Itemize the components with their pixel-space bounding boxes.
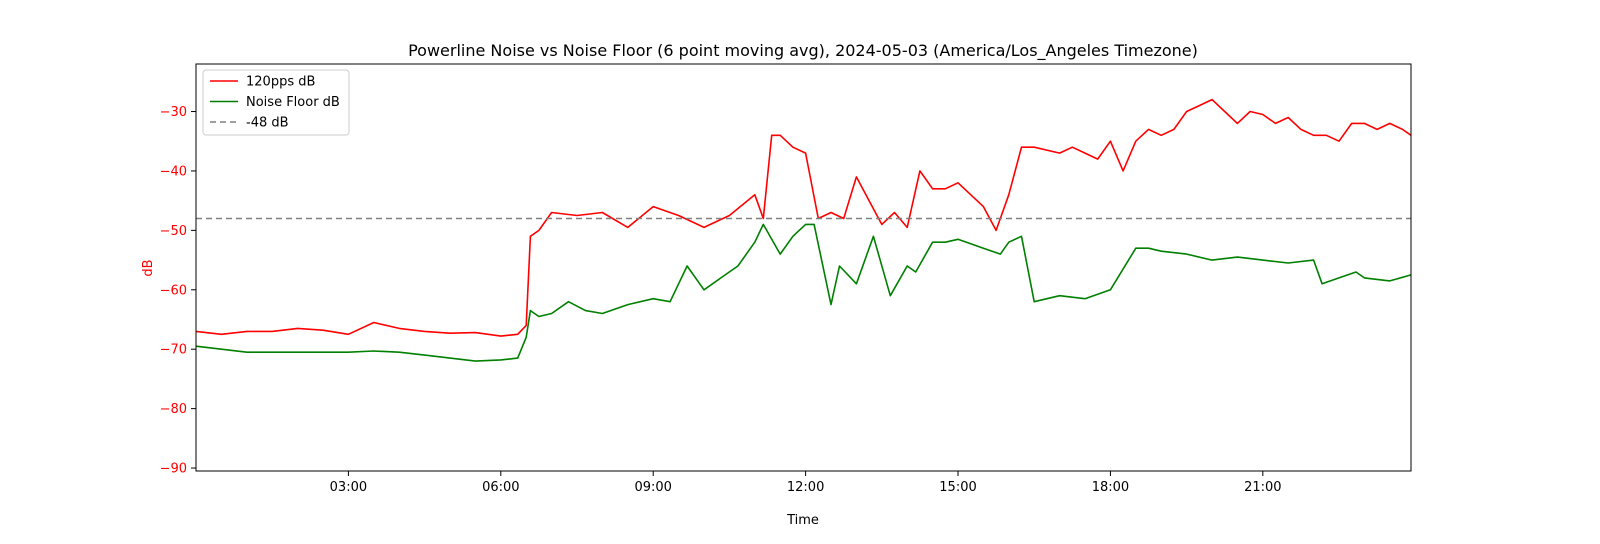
x-tick-label: 21:00 bbox=[1244, 480, 1281, 495]
x-tick-label: 12:00 bbox=[787, 480, 824, 495]
y-tick-label: −50 bbox=[160, 224, 187, 239]
x-tick-label: 15:00 bbox=[939, 480, 976, 495]
axes-layer: 03:00 06:00 09:00 12:00 15:00 18:00 21:00 −90 −8… bbox=[160, 63, 1412, 495]
x-tick-label: 06:00 bbox=[482, 480, 519, 495]
y-tick-label: −30 bbox=[160, 105, 187, 120]
y-tick-label: −80 bbox=[160, 402, 187, 417]
legend-label-1: 120pps dB bbox=[246, 75, 315, 90]
legend-label-2: Noise Floor dB bbox=[246, 95, 340, 110]
y-tick-label: −90 bbox=[160, 462, 187, 477]
legend-label-3: -48 dB bbox=[246, 116, 289, 131]
plot-frame bbox=[195, 63, 1412, 472]
x-axis-label: Time bbox=[786, 513, 819, 528]
legend-box bbox=[202, 69, 350, 136]
series-layer bbox=[195, 98, 1412, 362]
chart-title: Powerline Noise vs Noise Floor (6 point … bbox=[408, 41, 1198, 61]
series-line-1 bbox=[195, 98, 1412, 337]
series-line-2 bbox=[195, 223, 1412, 362]
y-axis-label: dB bbox=[141, 259, 156, 276]
x-tick-label: 09:00 bbox=[634, 480, 671, 495]
y-tick-label: −70 bbox=[160, 343, 187, 358]
y-tick-label: −60 bbox=[160, 283, 187, 298]
legend: 120pps dB Noise Floor dB -48 dB bbox=[202, 69, 350, 136]
x-tick-label: 18:00 bbox=[1092, 480, 1129, 495]
y-tick-label: −40 bbox=[160, 164, 187, 179]
x-tick-label: 03:00 bbox=[330, 480, 367, 495]
